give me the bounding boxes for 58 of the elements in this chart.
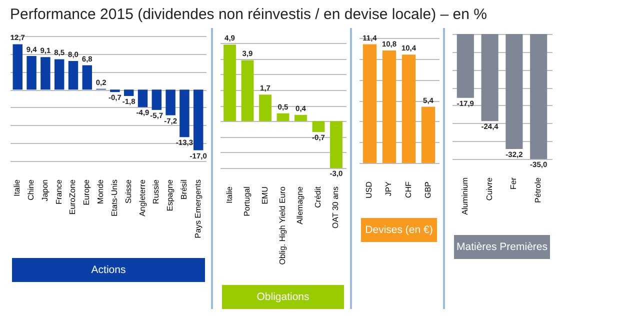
x-axis-title: Actions bbox=[12, 258, 205, 282]
x-tick-label: Crédit bbox=[313, 186, 322, 208]
bar bbox=[12, 44, 23, 90]
bar bbox=[166, 90, 176, 116]
bar bbox=[259, 94, 272, 122]
x-tick-label: Suisse bbox=[124, 178, 133, 204]
x-tick-label: Brésil bbox=[179, 179, 188, 200]
bar bbox=[362, 44, 377, 163]
x-tick-label: Europe bbox=[82, 178, 92, 206]
bar bbox=[224, 44, 236, 122]
bar bbox=[68, 61, 78, 90]
x-tick-label: EMU bbox=[260, 186, 270, 204]
x-axis-title: Matières Premières bbox=[454, 235, 550, 259]
x-tick-label: France bbox=[54, 178, 64, 204]
bar bbox=[110, 90, 120, 92]
x-tick-label: Fer bbox=[509, 177, 518, 190]
bar bbox=[276, 113, 290, 122]
x-tick-label: Russie bbox=[152, 178, 161, 204]
x-tick-label: EuroZone bbox=[68, 178, 78, 215]
x-tick-label: Cuivre bbox=[484, 176, 494, 201]
bar bbox=[26, 56, 36, 90]
x-tick-label: JPY bbox=[384, 180, 394, 196]
bar bbox=[124, 90, 134, 96]
bar bbox=[241, 60, 254, 122]
x-tick-label: OAT 30 ans bbox=[331, 186, 340, 228]
x-axis-title: Devises (en €) bbox=[361, 218, 437, 242]
x-tick-label: USD bbox=[364, 181, 374, 198]
x-tick-label: Pays Emergents bbox=[193, 180, 202, 238]
bar bbox=[294, 114, 307, 122]
bar bbox=[421, 106, 436, 163]
bar bbox=[40, 57, 50, 90]
x-tick-label: Italie bbox=[224, 186, 234, 204]
x-tick-label: CHF bbox=[404, 181, 413, 198]
x-tick-label: Allemagne bbox=[296, 186, 305, 224]
x-tick-label: Aluminium bbox=[460, 177, 470, 215]
x-tick-label: Italie bbox=[12, 178, 22, 196]
bar bbox=[193, 90, 204, 150]
bar bbox=[138, 90, 148, 108]
bar bbox=[312, 121, 325, 132]
bar bbox=[330, 121, 342, 168]
bar bbox=[402, 54, 416, 163]
x-tick-label: Etats-Unis bbox=[110, 180, 119, 216]
x-tick-label: GBP bbox=[423, 182, 432, 198]
x-tick-label: Angleterre bbox=[138, 178, 147, 216]
x-tick-label: Portugal bbox=[242, 186, 252, 216]
bar bbox=[180, 90, 190, 138]
x-axis-title: Obligations bbox=[222, 285, 344, 309]
bar bbox=[82, 65, 92, 90]
bar bbox=[54, 59, 64, 90]
x-tick-label: Pétrole bbox=[534, 176, 543, 203]
x-tick-label: Chine bbox=[26, 178, 36, 200]
bar bbox=[152, 90, 162, 110]
x-tick-label: Oblig. High Yield Euro bbox=[278, 186, 287, 265]
text: Performance 2015 (dividendes non réinvestis / en devise locale) – en % bbox=[9, 5, 488, 25]
bar bbox=[382, 50, 396, 163]
x-tick-label: Japon bbox=[40, 180, 50, 202]
x-tick-label: Espagne bbox=[166, 178, 175, 212]
x-tick-label: Monde bbox=[96, 178, 106, 204]
